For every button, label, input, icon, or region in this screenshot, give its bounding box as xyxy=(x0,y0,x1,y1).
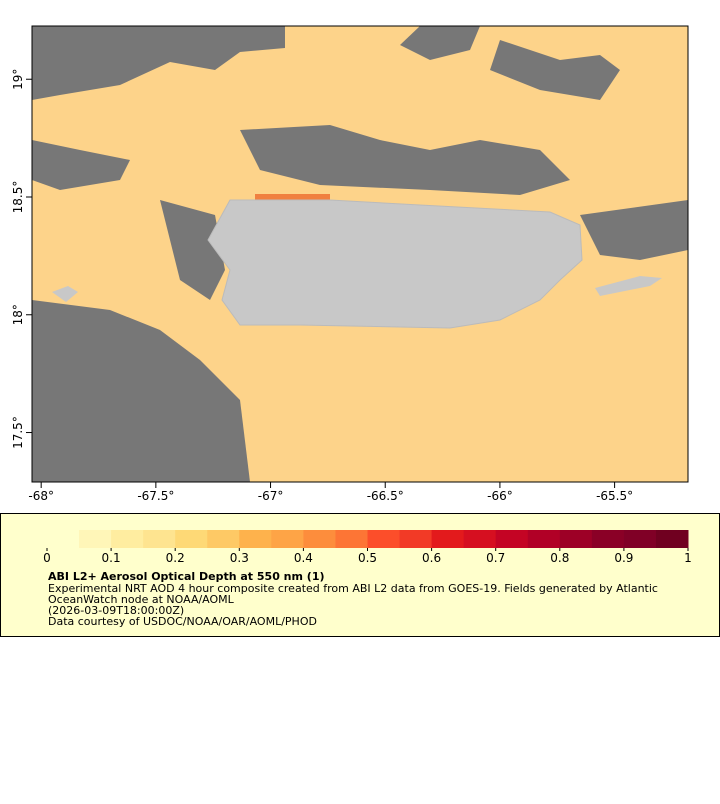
colorbar-step xyxy=(623,530,657,548)
colorbar-tick-label: 0.1 xyxy=(102,551,121,565)
x-tick-label: -67° xyxy=(258,489,284,503)
y-tick-label: 18.5° xyxy=(11,181,25,214)
colorbar-tick-label: 0.7 xyxy=(486,551,505,565)
x-tick-label: -68° xyxy=(28,489,54,503)
x-tick-label: -67.5° xyxy=(137,489,174,503)
no-data xyxy=(32,26,285,100)
caption-line: Data courtesy of USDOC/NOAA/OAR/AOML/PHO… xyxy=(48,615,317,628)
colorbar-tick-label: 0.8 xyxy=(550,551,569,565)
colorbar-step xyxy=(143,530,176,548)
colorbar-tick-label: 0.5 xyxy=(358,551,377,565)
y-tick-label: 18° xyxy=(11,304,25,325)
colorbar-step xyxy=(239,530,272,548)
island xyxy=(52,286,78,302)
caption-line: OceanWatch node at NOAA/AOML xyxy=(48,593,235,606)
x-tick-label: -66.5° xyxy=(367,489,404,503)
island xyxy=(207,199,583,329)
no-data xyxy=(400,26,480,60)
no-data xyxy=(160,200,225,300)
colorbar-step xyxy=(47,530,80,548)
no-data xyxy=(32,300,250,482)
colorbar-tick-label: 0.2 xyxy=(166,551,185,565)
colorbar-step xyxy=(175,530,208,548)
caption-line: (2026-03-09T18:00:00Z) xyxy=(48,604,184,617)
colorbar-tick-label: 0.9 xyxy=(614,551,633,565)
colorbar-step xyxy=(111,530,144,548)
colorbar-tick-label: 0.6 xyxy=(422,551,441,565)
colorbar-step xyxy=(335,530,368,548)
colorbar-tick-label: 1 xyxy=(684,551,692,565)
colorbar-step xyxy=(367,530,401,548)
colorbar-step xyxy=(303,530,336,548)
island xyxy=(595,276,662,296)
map-frame xyxy=(31,25,689,483)
caption-title: ABI L2+ Aerosol Optical Depth at 550 nm … xyxy=(48,570,325,583)
colorbar-tick-label: 0 xyxy=(43,551,51,565)
y-tick-label: 17.5° xyxy=(11,416,25,449)
y-tick-label: 19° xyxy=(11,69,25,90)
colorbar-step xyxy=(559,530,593,548)
colorbar-step xyxy=(399,530,433,548)
colorbar-step xyxy=(495,530,529,548)
colorbar-step xyxy=(431,530,465,548)
colorbar-step xyxy=(591,530,625,548)
no-data xyxy=(32,140,130,190)
colorbar-step xyxy=(271,530,304,548)
colorbar-step xyxy=(207,530,240,548)
no-data xyxy=(240,125,570,195)
colorbar-step xyxy=(463,530,497,548)
colorbar-step xyxy=(79,530,112,548)
caption-line: Experimental NRT AOD 4 hour composite cr… xyxy=(48,582,658,595)
no-data xyxy=(580,200,688,260)
colorbar-tick-label: 0.3 xyxy=(230,551,249,565)
colorbar-tick-label: 0.4 xyxy=(294,551,313,565)
colorbar-step xyxy=(655,530,689,548)
colorbar-step xyxy=(527,530,561,548)
map-raster xyxy=(31,25,689,483)
x-tick-label: -65.5° xyxy=(596,489,633,503)
no-data xyxy=(490,40,620,100)
x-tick-label: -66° xyxy=(487,489,513,503)
